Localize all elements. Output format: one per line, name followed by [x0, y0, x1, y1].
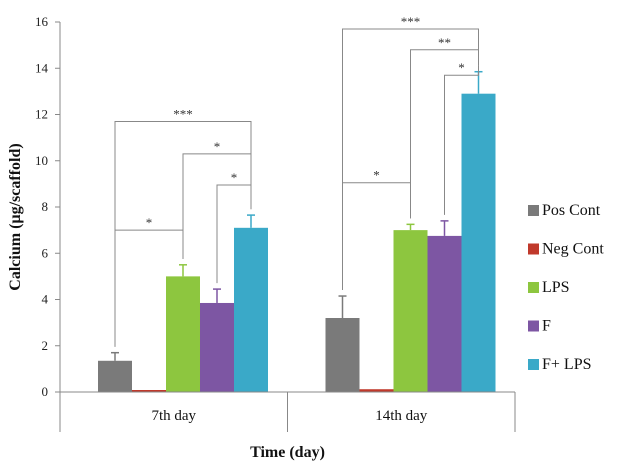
legend-swatch	[528, 243, 539, 255]
bar	[234, 227, 268, 392]
bar	[166, 276, 200, 392]
legend-label: LPS	[542, 279, 570, 296]
y-tick-label: 12	[35, 107, 48, 122]
significance-bracket	[182, 153, 252, 259]
legend-label: F	[542, 318, 551, 335]
significance-label: *	[373, 168, 380, 183]
legend-swatch	[528, 359, 539, 370]
significance-bracket	[410, 49, 479, 219]
y-tick-label: 6	[42, 245, 49, 260]
error-bars	[111, 70, 483, 361]
legend: Pos Cont Neg Cont LPS F F+ LPS	[528, 202, 604, 373]
bar	[98, 360, 132, 392]
legend-label: Pos Cont	[542, 202, 601, 219]
bar	[359, 389, 394, 392]
y-tick-label: 8	[42, 199, 49, 214]
significance-label: ***	[173, 106, 193, 121]
bar	[325, 318, 360, 392]
significance-brackets: ****** *******	[114, 14, 479, 347]
bar	[200, 302, 234, 392]
y-tick-label: 2	[42, 338, 49, 353]
bar	[461, 93, 496, 392]
legend-label: F+ LPS	[542, 356, 592, 373]
significance-label: *	[146, 215, 153, 230]
legend-swatch	[528, 282, 539, 293]
significance-bracket	[216, 184, 252, 284]
x-axis-title: Time (day)	[250, 444, 325, 461]
significance-label: **	[438, 35, 451, 50]
significance-label: *	[231, 170, 238, 185]
y-tick-label: 10	[35, 153, 48, 168]
y-tick-label: 0	[42, 384, 49, 399]
significance-bracket	[444, 65, 479, 215]
significance-bracket	[342, 28, 479, 291]
significance-label: *	[458, 60, 465, 75]
y-tick-label: 16	[35, 14, 49, 29]
legend-label: Neg Cont	[542, 241, 604, 258]
bar	[393, 230, 428, 392]
bar	[132, 390, 166, 392]
y-tick-label: 14	[35, 60, 49, 75]
x-axis-category-labels: 7th day 14th day	[151, 408, 427, 424]
bars	[98, 93, 496, 392]
x-category-label: 14th day	[375, 408, 428, 424]
significance-label: *	[214, 139, 221, 154]
y-axis-title: Calcium (µg/scaffold)	[7, 143, 24, 290]
legend-swatch	[528, 320, 539, 332]
y-axis-ticks: 0 2 4 6 8 10 12 14 16	[35, 14, 516, 432]
x-category-label: 7th day	[151, 408, 196, 424]
significance-label: ***	[401, 14, 421, 29]
legend-swatch	[528, 205, 539, 216]
bar	[427, 235, 462, 392]
y-tick-label: 4	[42, 292, 49, 307]
